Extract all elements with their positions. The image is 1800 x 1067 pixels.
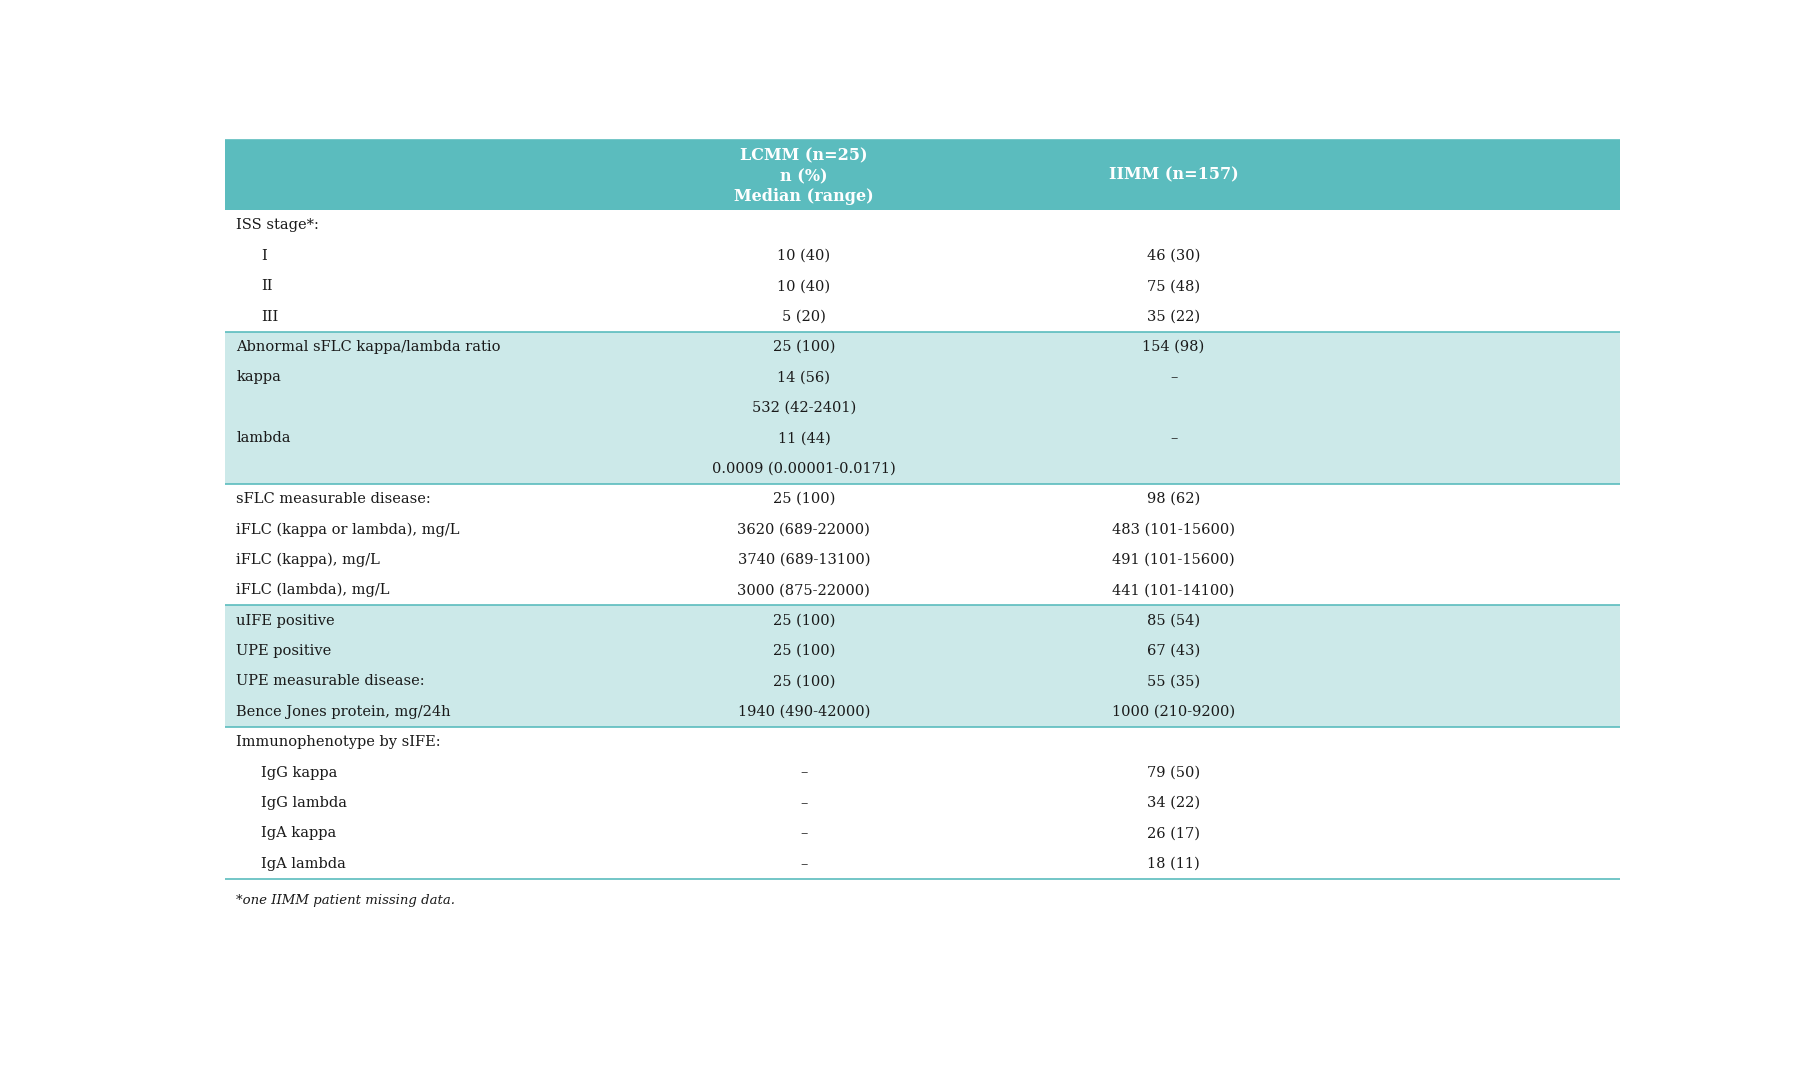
Bar	[225, 393, 1620, 423]
Text: 3740 (689-13100): 3740 (689-13100)	[738, 553, 869, 567]
Text: 75 (48): 75 (48)	[1147, 280, 1201, 293]
Text: IgA lambda: IgA lambda	[261, 857, 346, 871]
Bar	[225, 758, 1620, 787]
Text: –: –	[1170, 370, 1177, 384]
Text: iFLC (lambda), mg/L: iFLC (lambda), mg/L	[236, 583, 389, 598]
Text: 3000 (875-22000): 3000 (875-22000)	[738, 584, 871, 598]
Text: LCMM (n=25): LCMM (n=25)	[740, 147, 868, 164]
Bar	[225, 666, 1620, 697]
Text: –: –	[801, 766, 808, 780]
Text: Bence Jones protein, mg/24h: Bence Jones protein, mg/24h	[236, 705, 450, 719]
Text: 10 (40): 10 (40)	[778, 249, 830, 262]
Text: 25 (100): 25 (100)	[772, 340, 835, 354]
Text: iFLC (kappa or lambda), mg/L: iFLC (kappa or lambda), mg/L	[236, 522, 459, 537]
Text: IgG kappa: IgG kappa	[261, 766, 338, 780]
Text: Median (range): Median (range)	[734, 188, 873, 205]
Text: 154 (98): 154 (98)	[1143, 340, 1204, 354]
Text: 25 (100): 25 (100)	[772, 614, 835, 627]
Bar	[225, 697, 1620, 727]
Text: 3620 (689-22000): 3620 (689-22000)	[738, 523, 871, 537]
Text: iFLC (kappa), mg/L: iFLC (kappa), mg/L	[236, 553, 380, 567]
Text: IgG lambda: IgG lambda	[261, 796, 347, 810]
Text: 483 (101-15600): 483 (101-15600)	[1112, 523, 1235, 537]
Text: –: –	[801, 826, 808, 841]
Text: III: III	[261, 309, 279, 323]
Text: 0.0009 (0.00001-0.0171): 0.0009 (0.00001-0.0171)	[713, 462, 896, 476]
Bar	[225, 141, 1620, 210]
Text: I: I	[261, 249, 266, 262]
Text: 79 (50): 79 (50)	[1147, 766, 1201, 780]
Bar	[225, 332, 1620, 362]
Text: –: –	[1170, 431, 1177, 445]
Text: 1000 (210-9200): 1000 (210-9200)	[1112, 705, 1235, 719]
Text: 5 (20): 5 (20)	[781, 309, 826, 323]
Text: sFLC measurable disease:: sFLC measurable disease:	[236, 492, 430, 506]
Bar	[225, 727, 1620, 758]
Text: IgA kappa: IgA kappa	[261, 826, 337, 841]
Text: IIMM (n=157): IIMM (n=157)	[1109, 166, 1238, 184]
Bar	[225, 453, 1620, 483]
Text: –: –	[801, 796, 808, 810]
Text: 10 (40): 10 (40)	[778, 280, 830, 293]
Bar	[225, 544, 1620, 575]
Text: 25 (100): 25 (100)	[772, 674, 835, 688]
Text: 491 (101-15600): 491 (101-15600)	[1112, 553, 1235, 567]
Bar	[225, 271, 1620, 301]
Text: 26 (17): 26 (17)	[1147, 826, 1201, 841]
Text: Abnormal sFLC kappa/lambda ratio: Abnormal sFLC kappa/lambda ratio	[236, 340, 500, 354]
Text: –: –	[801, 857, 808, 871]
Text: 98 (62): 98 (62)	[1147, 492, 1201, 506]
Bar	[225, 514, 1620, 544]
Bar	[225, 818, 1620, 848]
Text: Immunophenotype by sIFE:: Immunophenotype by sIFE:	[236, 735, 441, 749]
Text: lambda: lambda	[236, 431, 290, 445]
Text: 46 (30): 46 (30)	[1147, 249, 1201, 262]
Text: 25 (100): 25 (100)	[772, 644, 835, 658]
Bar	[225, 787, 1620, 818]
Text: 34 (22): 34 (22)	[1147, 796, 1201, 810]
Text: uIFE positive: uIFE positive	[236, 614, 335, 627]
Bar	[225, 636, 1620, 666]
Text: *one IIMM patient missing data.: *one IIMM patient missing data.	[236, 894, 455, 907]
Bar	[225, 605, 1620, 636]
Bar	[225, 423, 1620, 453]
Text: II: II	[261, 280, 274, 293]
Bar	[225, 483, 1620, 514]
Text: 441 (101-14100): 441 (101-14100)	[1112, 584, 1235, 598]
Text: UPE measurable disease:: UPE measurable disease:	[236, 674, 425, 688]
Text: UPE positive: UPE positive	[236, 644, 331, 658]
Text: 1940 (490-42000): 1940 (490-42000)	[738, 705, 869, 719]
Bar	[225, 210, 1620, 240]
Text: 18 (11): 18 (11)	[1147, 857, 1201, 871]
Text: 35 (22): 35 (22)	[1147, 309, 1201, 323]
Text: 25 (100): 25 (100)	[772, 492, 835, 506]
Bar	[225, 362, 1620, 393]
Text: 55 (35): 55 (35)	[1147, 674, 1201, 688]
Text: 11 (44): 11 (44)	[778, 431, 830, 445]
Bar	[225, 848, 1620, 879]
Bar	[225, 301, 1620, 332]
Text: 85 (54): 85 (54)	[1147, 614, 1201, 627]
Text: n (%): n (%)	[779, 169, 828, 186]
Text: ISS stage*:: ISS stage*:	[236, 219, 319, 233]
Text: kappa: kappa	[236, 370, 281, 384]
Text: 532 (42-2401): 532 (42-2401)	[752, 401, 857, 415]
Text: 67 (43): 67 (43)	[1147, 644, 1201, 658]
Text: 14 (56): 14 (56)	[778, 370, 830, 384]
Bar	[225, 240, 1620, 271]
Bar	[225, 575, 1620, 605]
